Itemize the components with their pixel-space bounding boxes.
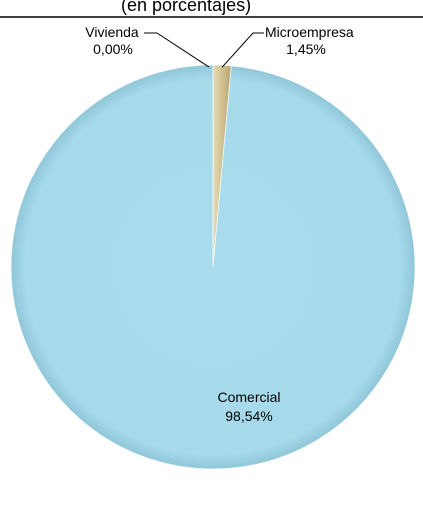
label-vivienda-value: 0,00%: [93, 41, 133, 57]
label-comercial-value: 98,54%: [225, 408, 272, 424]
label-comercial-name: Comercial: [217, 389, 280, 405]
chart-subtitle: (en porcentajes): [121, 0, 251, 15]
leader-line-vivienda: [144, 32, 210, 68]
label-vivienda-name: Vivienda: [85, 24, 139, 40]
leader-line-microempresa: [221, 32, 264, 68]
pie-slices: [10, 64, 416, 470]
label-microempresa-name: Microempresa: [265, 24, 354, 40]
label-microempresa-value: 1,45%: [286, 41, 326, 57]
